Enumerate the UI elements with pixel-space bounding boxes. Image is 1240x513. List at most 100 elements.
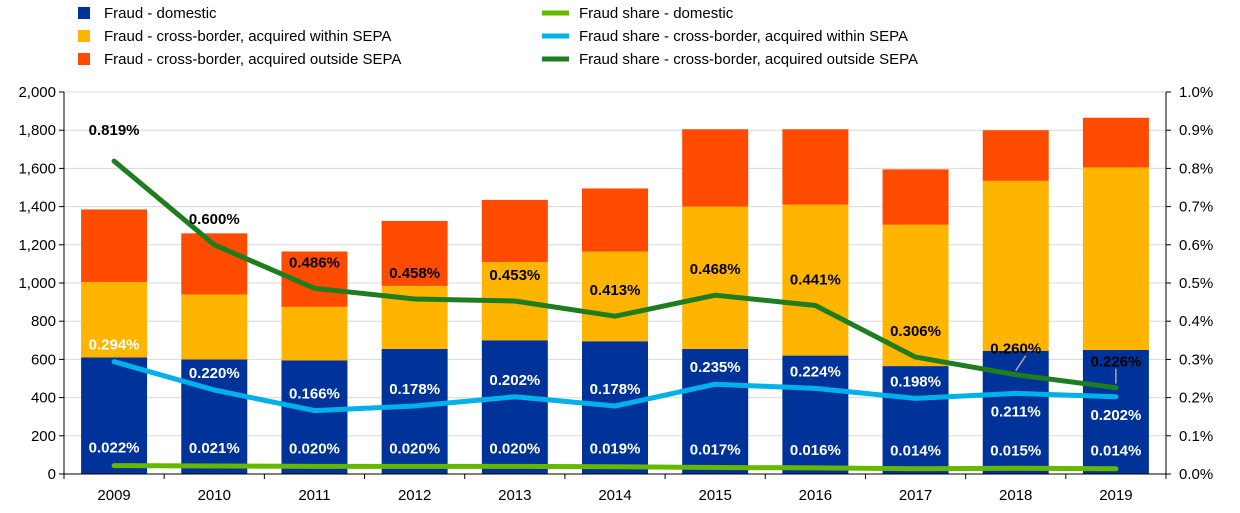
data-label-outside-sepa: 0.600% bbox=[189, 211, 240, 228]
right-axis-tick-label: 0.4% bbox=[1179, 313, 1213, 330]
bar-segment-within-sepa bbox=[181, 294, 248, 360]
bar-segment-domestic bbox=[682, 348, 749, 474]
x-axis-tick-label: 2010 bbox=[198, 487, 231, 504]
data-label-within-sepa: 0.198% bbox=[890, 373, 941, 390]
label-leader-line bbox=[1015, 355, 1027, 372]
bar-segment-outside-sepa bbox=[982, 130, 1049, 181]
right-axis-tick-label: 0.0% bbox=[1179, 466, 1213, 483]
data-labels: 0.022% 0.021% 0.020% 0.020% 0.020% 0.019% 0.01… bbox=[89, 122, 1142, 460]
data-label-outside-sepa: 0.486% bbox=[289, 254, 340, 271]
bar-segment-outside-sepa bbox=[381, 220, 448, 286]
data-label-within-sepa: 0.211% bbox=[991, 403, 1041, 420]
x-axis-tick-label: 2009 bbox=[97, 487, 130, 504]
legend-within-sepa-swatch bbox=[78, 30, 90, 42]
bar-segment-within-sepa bbox=[682, 206, 749, 349]
data-label-within-sepa: 0.220% bbox=[189, 365, 240, 382]
data-label-domestic: 0.020% bbox=[389, 440, 440, 457]
data-label-within-sepa: 0.294% bbox=[89, 337, 140, 354]
data-label-within-sepa: 0.202% bbox=[1090, 407, 1141, 424]
left-axis-tick-label: 600 bbox=[31, 351, 56, 368]
bar-segment-domestic bbox=[882, 366, 949, 474]
x-axis-tick-label: 2015 bbox=[698, 487, 731, 504]
data-label-outside-sepa: 0.306% bbox=[890, 323, 941, 340]
left-axis-tick-label: 2,000 bbox=[18, 84, 56, 101]
data-label-outside-sepa: 0.413% bbox=[590, 282, 641, 299]
left-axis-tick-label: 0 bbox=[48, 466, 56, 483]
bar-segment-within-sepa bbox=[982, 180, 1049, 351]
data-label-within-sepa: 0.178% bbox=[590, 381, 641, 398]
bar-segment-within-sepa bbox=[81, 282, 148, 358]
data-label-within-sepa: 0.202% bbox=[489, 372, 540, 389]
data-label-within-sepa: 0.235% bbox=[690, 359, 741, 376]
data-label-domestic: 0.019% bbox=[590, 441, 641, 458]
left-axis-tick-label: 800 bbox=[31, 313, 56, 330]
bar-segment-within-sepa bbox=[582, 251, 648, 342]
data-label-outside-sepa: 0.458% bbox=[389, 265, 440, 282]
share-line-within-sepa bbox=[111, 359, 1119, 414]
right-axis-tick-label: 0.8% bbox=[1179, 160, 1213, 177]
legend-within-sepa-label: Fraud - cross-border, acquired within SE… bbox=[104, 28, 391, 45]
x-axis-tick-label: 2013 bbox=[498, 487, 531, 504]
right-axis-tick-label: 0.5% bbox=[1179, 275, 1213, 292]
bar-segment-within-sepa bbox=[1082, 167, 1149, 350]
right-axis-tick-label: 0.1% bbox=[1179, 428, 1213, 445]
left-axis-tick-label: 1,200 bbox=[18, 237, 56, 254]
left-axis-tick-label: 400 bbox=[31, 390, 56, 407]
data-label-domestic: 0.020% bbox=[289, 440, 340, 457]
right-axis-tick-label: 0.3% bbox=[1179, 351, 1213, 368]
x-axis-tick-label: 2014 bbox=[598, 487, 631, 504]
data-label-outside-sepa: 0.226% bbox=[1090, 354, 1141, 371]
share-line-outside-sepa bbox=[111, 158, 1119, 391]
left-axis-tick-label: 1,000 bbox=[18, 275, 56, 292]
data-label-outside-sepa: 0.453% bbox=[489, 267, 540, 284]
legend-share-domestic-label: Fraud share - domestic bbox=[579, 5, 734, 22]
data-label-domestic: 0.016% bbox=[790, 442, 841, 459]
left-axis-tick-label: 1,800 bbox=[18, 122, 56, 139]
x-axis-tick-label: 2011 bbox=[298, 487, 330, 504]
bar-segment-within-sepa bbox=[281, 306, 348, 361]
legend-domestic-label: Fraud - domestic bbox=[104, 5, 217, 22]
bar-segment-outside-sepa bbox=[782, 129, 849, 205]
legend-share-within-sepa-label: Fraud share - cross-border, acquired wit… bbox=[579, 28, 908, 45]
bar-segment-domestic bbox=[381, 348, 448, 474]
bar-segment-outside-sepa bbox=[81, 209, 148, 283]
bar-segment-outside-sepa bbox=[682, 129, 749, 207]
x-axis-tick-label: 2017 bbox=[899, 487, 932, 504]
bar-segment-domestic bbox=[281, 360, 348, 474]
x-axis-tick-label: 2016 bbox=[799, 487, 832, 504]
data-label-outside-sepa: 0.819% bbox=[89, 122, 140, 139]
legend-outside-sepa-label: Fraud - cross-border, acquired outside S… bbox=[104, 51, 401, 68]
data-label-domestic: 0.020% bbox=[489, 440, 540, 457]
bar-segment-outside-sepa bbox=[481, 199, 548, 262]
right-axis-tick-label: 1.0% bbox=[1179, 84, 1213, 101]
bar-segment-domestic bbox=[782, 355, 849, 474]
data-label-outside-sepa: 0.441% bbox=[790, 272, 841, 289]
legend-domestic-swatch bbox=[78, 7, 90, 19]
data-label-domestic: 0.014% bbox=[1090, 443, 1141, 460]
bar-segment-domestic bbox=[81, 357, 148, 474]
x-axis-tick-label: 2019 bbox=[1099, 487, 1132, 504]
bar-segment-within-sepa bbox=[782, 204, 849, 356]
share-lines bbox=[111, 158, 1119, 472]
legend: Fraud - domestic Fraud - cross-border, ac… bbox=[78, 5, 918, 68]
legend-share-outside-sepa-label: Fraud share - cross-border, acquired out… bbox=[579, 51, 918, 68]
x-axis-tick-label: 2018 bbox=[999, 487, 1032, 504]
x-axis-tick-label: 2012 bbox=[398, 487, 431, 504]
share-line-domestic bbox=[111, 463, 1119, 472]
bar-segment-within-sepa bbox=[882, 224, 949, 367]
data-label-within-sepa: 0.166% bbox=[289, 386, 340, 403]
left-axis-tick-label: 1,400 bbox=[18, 199, 56, 216]
data-label-domestic: 0.017% bbox=[690, 442, 741, 459]
bar-segment-outside-sepa bbox=[882, 169, 949, 225]
right-axis-tick-label: 0.2% bbox=[1179, 390, 1213, 407]
data-label-domestic: 0.022% bbox=[89, 440, 140, 457]
right-axis-tick-label: 0.7% bbox=[1179, 199, 1213, 216]
left-axis-tick-label: 1,600 bbox=[18, 160, 56, 177]
data-label-outside-sepa: 0.468% bbox=[690, 261, 741, 278]
legend-outside-sepa-swatch bbox=[78, 53, 90, 65]
bar-segment-outside-sepa bbox=[582, 188, 648, 252]
data-label-domestic: 0.015% bbox=[990, 442, 1041, 459]
left-axis-tick-label: 200 bbox=[31, 428, 56, 445]
data-label-within-sepa: 0.224% bbox=[790, 363, 841, 380]
